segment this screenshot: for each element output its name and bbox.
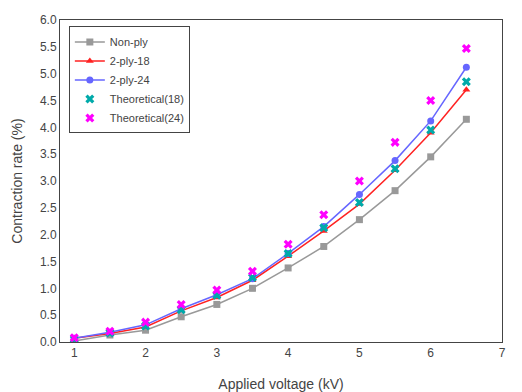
svg-text:Applied voltage (kV): Applied voltage (kV) <box>218 376 343 392</box>
svg-text:4.0: 4.0 <box>40 121 57 135</box>
svg-text:1: 1 <box>71 346 78 360</box>
svg-text:0.5: 0.5 <box>40 308 57 322</box>
svg-text:3.0: 3.0 <box>40 174 57 188</box>
svg-text:Theoretical(18): Theoretical(18) <box>110 93 184 105</box>
svg-text:2-ply-24: 2-ply-24 <box>110 74 150 86</box>
svg-text:3: 3 <box>213 346 220 360</box>
svg-text:4: 4 <box>285 346 292 360</box>
svg-text:Contraction rate (%): Contraction rate (%) <box>9 118 25 243</box>
svg-text:6: 6 <box>427 346 434 360</box>
svg-text:Non-ply: Non-ply <box>110 36 148 48</box>
svg-text:5.0: 5.0 <box>40 67 57 81</box>
svg-text:Theoretical(24): Theoretical(24) <box>110 112 184 124</box>
svg-text:5.5: 5.5 <box>40 40 57 54</box>
svg-text:5: 5 <box>356 346 363 360</box>
svg-text:2: 2 <box>142 346 149 360</box>
svg-text:2-ply-18: 2-ply-18 <box>110 55 150 67</box>
svg-text:7: 7 <box>499 346 506 360</box>
svg-text:6.0: 6.0 <box>40 13 57 27</box>
svg-text:4.5: 4.5 <box>40 94 57 108</box>
svg-text:2.0: 2.0 <box>40 228 57 242</box>
svg-text:1.5: 1.5 <box>40 255 57 269</box>
svg-text:0.0: 0.0 <box>40 335 57 349</box>
svg-text:2.5: 2.5 <box>40 201 57 215</box>
svg-text:1.0: 1.0 <box>40 282 57 296</box>
svg-text:3.5: 3.5 <box>40 147 57 161</box>
